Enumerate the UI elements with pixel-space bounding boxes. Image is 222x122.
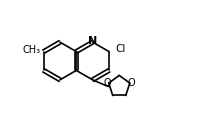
Text: Cl: Cl [116,44,126,54]
Text: CH₃: CH₃ [22,46,40,56]
Text: O: O [127,78,135,88]
Text: N: N [88,36,97,46]
Text: O: O [104,78,111,88]
